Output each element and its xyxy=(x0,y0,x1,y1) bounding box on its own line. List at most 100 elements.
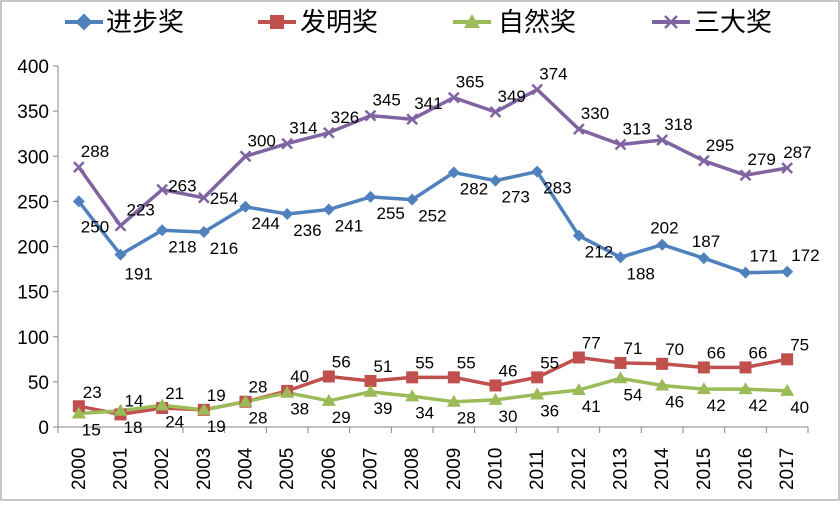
data-point-progress xyxy=(239,200,252,213)
data-label-total: 300 xyxy=(248,131,276,150)
x-tick-label: 2013 xyxy=(611,448,632,490)
x-tick-label: 2008 xyxy=(402,448,423,490)
data-label-total: 349 xyxy=(498,87,526,106)
data-label-progress: 241 xyxy=(335,217,363,236)
data-label-total: 326 xyxy=(331,108,359,127)
data-point-progress xyxy=(572,229,585,242)
data-label-progress: 218 xyxy=(168,237,196,256)
legend-label-natural: 自然奖 xyxy=(498,7,576,37)
x-tick-label: 2011 xyxy=(527,449,548,490)
data-point-total xyxy=(406,113,419,126)
data-label-natural: 54 xyxy=(624,385,643,404)
data-label-total: 374 xyxy=(539,65,567,84)
y-tick-label: 0 xyxy=(38,418,49,439)
data-point-natural xyxy=(530,387,545,400)
data-label-total: 365 xyxy=(456,73,484,92)
data-label-invention: 77 xyxy=(582,334,601,353)
data-point-total xyxy=(697,154,710,167)
x-tick-label: 2016 xyxy=(736,448,757,490)
data-point-natural xyxy=(321,393,336,406)
data-label-invention: 75 xyxy=(790,335,809,354)
data-point-invention xyxy=(406,371,419,384)
data-label-total: 314 xyxy=(289,119,317,138)
legend: 进步奖 发明奖 自然奖 三大奖 xyxy=(65,7,772,37)
x-tick-label: 2009 xyxy=(444,448,465,490)
x-tick-label: 2015 xyxy=(694,448,715,490)
data-point-invention xyxy=(531,371,544,384)
x-tick-label: 2014 xyxy=(652,447,673,490)
y-tick-label: 300 xyxy=(17,147,49,168)
data-point-progress xyxy=(739,266,752,279)
data-point-invention xyxy=(614,356,627,369)
data-label-total: 318 xyxy=(664,115,692,134)
data-label-natural: 30 xyxy=(499,407,518,426)
data-point-total xyxy=(447,91,460,104)
data-label-progress: 188 xyxy=(627,264,655,283)
x-tick-label: 2000 xyxy=(69,448,90,490)
data-label-progress: 236 xyxy=(293,221,321,240)
legend-label-invention: 发明奖 xyxy=(300,7,378,37)
data-point-progress xyxy=(364,190,377,203)
data-label-invention: 51 xyxy=(374,357,393,376)
data-point-natural xyxy=(363,384,378,397)
data-label-progress: 255 xyxy=(377,204,405,223)
x-tick-label: 2001 xyxy=(111,448,132,490)
data-point-invention xyxy=(781,353,794,366)
legend-item-progress: 进步奖 xyxy=(65,7,184,37)
data-label-progress: 282 xyxy=(460,180,488,199)
data-label-progress: 252 xyxy=(418,207,446,226)
data-label-natural: 38 xyxy=(290,400,309,419)
data-label-invention: 14 xyxy=(125,391,144,410)
data-label-progress: 191 xyxy=(125,265,153,284)
legend-item-natural: 自然奖 xyxy=(453,7,576,37)
data-point-progress xyxy=(781,265,794,278)
data-point-progress xyxy=(614,251,627,264)
data-label-natural: 40 xyxy=(790,398,809,417)
data-label-natural: 19 xyxy=(207,417,226,436)
data-point-progress xyxy=(114,248,127,261)
data-label-invention: 55 xyxy=(540,353,559,372)
data-point-total xyxy=(781,162,794,174)
data-point-natural xyxy=(696,382,711,395)
data-label-total: 263 xyxy=(168,177,196,196)
data-point-progress xyxy=(531,165,544,178)
data-label-invention: 46 xyxy=(499,362,518,381)
data-point-invention xyxy=(739,361,752,374)
data-point-natural xyxy=(655,378,670,391)
data-point-total xyxy=(72,161,85,173)
data-point-natural xyxy=(780,383,795,396)
data-point-natural xyxy=(488,392,503,405)
data-label-total: 295 xyxy=(706,136,734,155)
series-markers xyxy=(71,83,795,421)
series-lines xyxy=(77,87,788,417)
data-point-natural xyxy=(155,398,170,411)
data-label-natural: 42 xyxy=(749,396,768,415)
data-point-progress xyxy=(281,208,294,221)
x-axis: 2000 2001 2002 2003 2004 2005 2006 2007 2008 2009… xyxy=(57,426,809,490)
data-point-progress xyxy=(489,174,502,187)
data-point-invention xyxy=(697,361,710,374)
data-point-progress xyxy=(72,195,85,208)
y-tick-label: 400 xyxy=(17,57,49,78)
data-point-total xyxy=(489,106,502,118)
data-point-progress xyxy=(406,193,419,206)
data-label-natural: 36 xyxy=(540,402,559,421)
series-line-total xyxy=(77,87,788,228)
data-point-invention xyxy=(364,374,377,387)
data-label-invention: 21 xyxy=(165,384,184,403)
data-label-progress: 171 xyxy=(750,247,778,266)
y-axis: 0 50 100 150 200 250 300 350 400 xyxy=(17,57,59,439)
data-label-invention: 23 xyxy=(83,383,102,402)
x-tick-label: 2017 xyxy=(777,448,798,490)
data-point-natural xyxy=(113,403,128,416)
data-point-natural xyxy=(196,402,211,415)
data-label-invention: 55 xyxy=(457,353,476,372)
data-point-total xyxy=(322,126,335,139)
data-label-total: 330 xyxy=(581,104,609,123)
x-tick-label: 2007 xyxy=(361,448,382,490)
data-label-natural: 15 xyxy=(82,421,101,440)
data-label-natural: 34 xyxy=(415,403,434,422)
data-label-invention: 56 xyxy=(332,353,351,372)
